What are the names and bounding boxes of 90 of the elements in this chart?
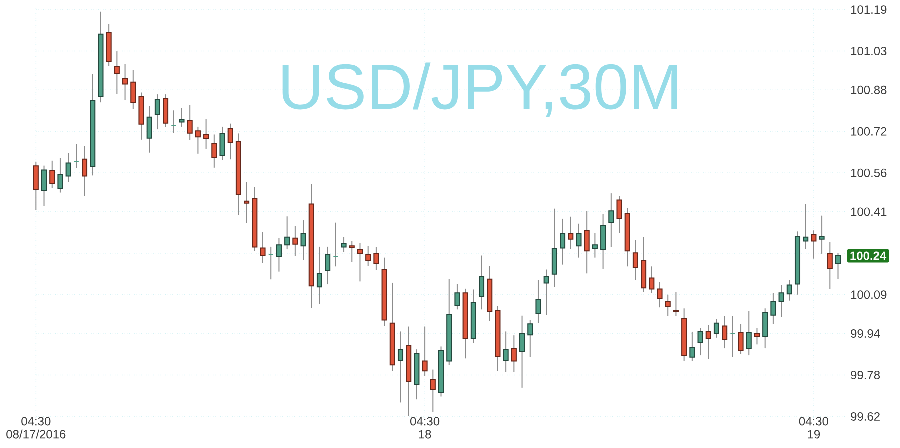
candlestick (835, 252, 842, 280)
x-tick-label: 04:30 19 (799, 417, 828, 439)
candlestick (778, 284, 784, 318)
candlestick (366, 246, 372, 267)
candlestick (479, 255, 485, 310)
candlestick (292, 226, 298, 257)
candlestick (454, 284, 460, 310)
y-tick-label: 99.94 (851, 330, 880, 338)
y-tick-label: 99.62 (851, 412, 880, 421)
candlestick (592, 232, 598, 258)
candlestick (333, 222, 339, 268)
candlestick (770, 292, 776, 325)
candlestick (819, 215, 825, 254)
candlestick (284, 216, 290, 250)
candlestick (122, 64, 128, 101)
x-tick-label: 04:30 08/17/2016 (6, 417, 66, 439)
y-tick-label: 99.78 (851, 370, 880, 380)
candlestick (576, 223, 582, 258)
candlestick (74, 144, 80, 169)
candlestick (657, 282, 663, 308)
y-tick-label: 100.41 (851, 208, 887, 216)
candlestick (212, 134, 218, 168)
candlestick (316, 246, 322, 305)
candlestick (730, 316, 736, 358)
candlestick (179, 108, 185, 128)
candlestick (698, 328, 704, 356)
candlestick (803, 204, 809, 250)
candlestick (204, 118, 210, 150)
candlestick (82, 146, 88, 197)
candlestick (616, 196, 622, 234)
candlestick (811, 230, 817, 260)
candlestick (114, 51, 120, 95)
candlestick (195, 126, 201, 154)
candlestick (422, 326, 428, 377)
y-tick-label: 100.72 (851, 127, 887, 136)
candlestick (349, 240, 355, 263)
candlestick (228, 123, 234, 160)
candlestick (33, 161, 39, 211)
candlestick (690, 331, 696, 362)
candlestick (754, 328, 760, 346)
candlestick (746, 310, 752, 356)
candlestick (260, 232, 266, 264)
candlestick (58, 158, 64, 194)
candlestick (374, 246, 380, 271)
x-tick-label: 04:30 18 (410, 417, 440, 439)
candlestick (430, 369, 436, 413)
y-tick-label: 101.03 (851, 47, 887, 56)
candlestick (511, 335, 517, 373)
candlestick (220, 126, 226, 161)
y-tick-label: 100.88 (851, 86, 887, 94)
candlestick (706, 324, 712, 360)
candlestick (503, 331, 509, 373)
candlestick (584, 210, 590, 274)
candlestick (341, 236, 347, 253)
candlestick (738, 324, 744, 356)
candlestick (786, 280, 792, 302)
candlestick (536, 280, 542, 324)
candlestick (673, 292, 679, 317)
candlestick (398, 331, 404, 404)
y-tick-label: 100.56 (851, 168, 887, 178)
candlestick (300, 220, 306, 261)
candlestick (268, 246, 274, 280)
candlestick (146, 106, 152, 154)
y-tick-label: 100.09 (851, 290, 887, 300)
candlestick (130, 70, 136, 110)
candlestick (244, 182, 250, 224)
y-tick-label: 101.19 (851, 6, 887, 14)
candlestick (325, 246, 331, 286)
candlestick (560, 218, 566, 266)
candlestick (520, 315, 526, 388)
candlestick (66, 152, 72, 183)
candlestick (276, 238, 282, 272)
candlestick (171, 110, 177, 134)
candlestick (649, 266, 655, 294)
candlestick (528, 320, 534, 358)
candlestick (568, 216, 574, 250)
candlestick (544, 269, 550, 316)
candlestick (722, 316, 728, 350)
candlestick (665, 294, 671, 317)
candlestick (154, 94, 160, 130)
candlestick (187, 104, 193, 141)
candlestick (827, 242, 833, 290)
candlestick (357, 242, 364, 282)
candlestick (632, 240, 638, 281)
candlestick (608, 193, 614, 248)
candlestick (50, 160, 56, 189)
candlestick (714, 318, 720, 338)
text: USD/JPY,30M (282, 62, 677, 118)
candlestick (41, 165, 48, 208)
annotation: 100.24 (850, 252, 887, 260)
